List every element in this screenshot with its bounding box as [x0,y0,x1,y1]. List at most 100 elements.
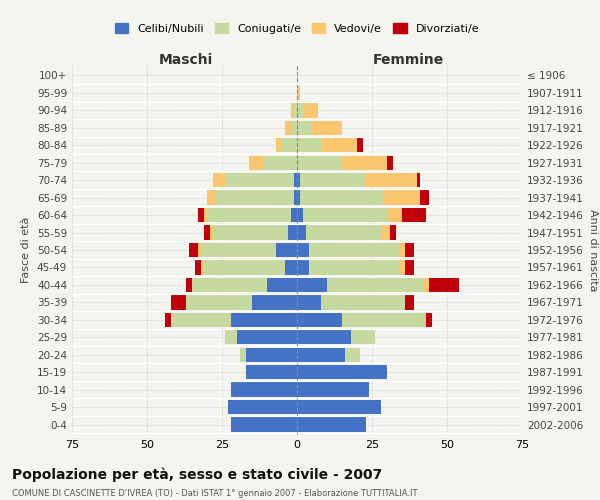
Bar [303,103,318,118]
Bar [207,190,216,205]
Bar [321,295,405,310]
Bar [246,348,297,362]
Bar [405,295,414,310]
Bar [204,226,210,239]
Bar [171,295,186,310]
Bar [288,226,297,239]
Bar [297,312,342,327]
Bar [297,260,309,274]
Text: Popolazione per età, sesso e stato civile - 2007: Popolazione per età, sesso e stato civil… [12,468,382,482]
Text: COMUNE DI CASCINETTE D'IVREA (TO) - Dati ISTAT 1° gennaio 2007 - Elaborazione TU: COMUNE DI CASCINETTE D'IVREA (TO) - Dati… [12,489,418,498]
Bar [297,173,300,188]
Bar [225,330,237,344]
Bar [297,190,300,205]
Bar [213,226,288,239]
Bar [387,156,393,170]
Bar [291,208,297,222]
Text: Femmine: Femmine [373,52,443,66]
Bar [321,138,357,152]
Legend: Celibi/Nubili, Coniugati/e, Vedovi/e, Divorziati/e: Celibi/Nubili, Coniugati/e, Vedovi/e, Di… [110,19,484,38]
Bar [225,173,294,188]
Bar [267,278,297,292]
Bar [297,243,309,257]
Bar [387,208,402,222]
Bar [282,138,297,152]
Bar [210,226,213,239]
Y-axis label: Anni di nascita: Anni di nascita [587,209,598,291]
Bar [276,243,297,257]
Bar [357,138,363,152]
Bar [204,260,285,274]
Bar [264,156,297,170]
Bar [426,312,432,327]
Bar [231,418,297,432]
Bar [285,120,291,135]
Bar [342,312,426,327]
Bar [405,243,414,257]
Bar [300,173,366,188]
Bar [417,173,420,188]
Bar [291,103,294,118]
Bar [342,156,387,170]
Bar [429,278,459,292]
Bar [399,243,405,257]
Bar [405,260,414,274]
Bar [309,243,399,257]
Bar [297,138,321,152]
Bar [297,278,327,292]
Bar [381,226,390,239]
Bar [285,260,297,274]
Bar [213,173,225,188]
Bar [351,330,375,344]
Bar [402,208,426,222]
Bar [294,173,297,188]
Bar [309,260,399,274]
Bar [297,330,351,344]
Bar [291,120,297,135]
Bar [297,156,342,170]
Bar [390,226,396,239]
Bar [198,243,201,257]
Bar [249,156,264,170]
Bar [420,190,429,205]
Bar [297,365,387,380]
Bar [195,260,201,274]
Bar [171,312,231,327]
Bar [312,120,342,135]
Bar [423,278,429,292]
Bar [297,208,303,222]
Bar [297,400,381,414]
Bar [327,278,423,292]
Bar [366,173,417,188]
Bar [297,295,321,310]
Bar [297,226,306,239]
Bar [297,382,369,397]
Bar [300,190,384,205]
Bar [399,260,405,274]
Bar [165,312,171,327]
Bar [294,190,297,205]
Bar [231,382,297,397]
Bar [201,243,276,257]
Bar [252,295,297,310]
Bar [276,138,282,152]
Bar [204,208,207,222]
Bar [345,348,360,362]
Bar [228,400,297,414]
Bar [186,295,252,310]
Bar [186,278,192,292]
Bar [297,86,300,100]
Y-axis label: Fasce di età: Fasce di età [22,217,31,283]
Bar [189,243,198,257]
Bar [294,103,297,118]
Bar [237,330,297,344]
Bar [297,348,345,362]
Bar [201,260,204,274]
Bar [297,120,312,135]
Bar [231,312,297,327]
Text: Maschi: Maschi [159,52,213,66]
Bar [192,278,267,292]
Bar [198,208,204,222]
Bar [240,348,246,362]
Bar [207,208,291,222]
